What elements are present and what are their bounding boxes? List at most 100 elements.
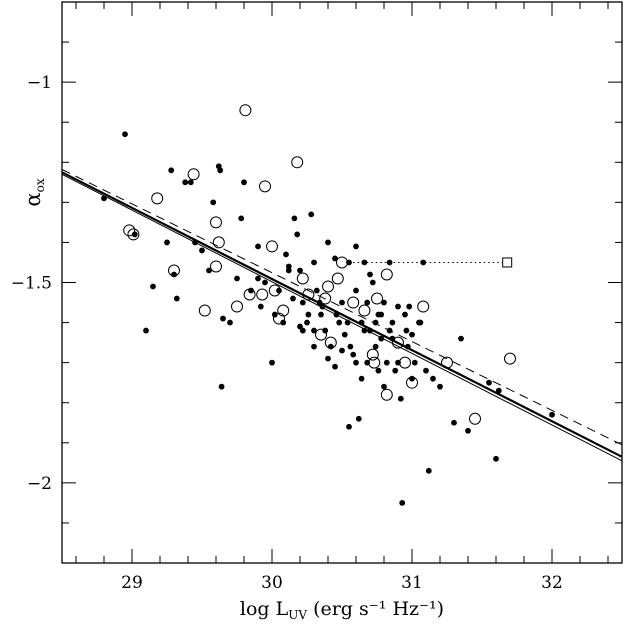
filled-point — [420, 259, 427, 266]
x-tick-label: 29 — [121, 573, 143, 593]
open-point — [469, 412, 481, 425]
filled-point — [369, 279, 376, 286]
open-point — [302, 288, 315, 301]
x-axis-label: log LUV (erg s⁻¹ Hz⁻¹) — [240, 598, 444, 622]
open-point — [256, 288, 269, 301]
filled-point — [150, 283, 156, 290]
plot-frame — [61, 1, 623, 564]
open-point — [380, 388, 393, 401]
open-point — [322, 280, 334, 293]
open-point — [441, 356, 453, 369]
filled-point — [294, 231, 301, 238]
filled-point — [358, 319, 365, 326]
open-point — [151, 192, 164, 205]
filled-point — [285, 267, 292, 274]
filled-point — [210, 199, 217, 206]
filled-point — [332, 363, 338, 370]
filled-point — [375, 367, 382, 374]
filled-point — [353, 243, 359, 250]
filled-point — [411, 359, 418, 366]
open-point — [358, 304, 371, 317]
filled-point — [269, 359, 275, 366]
filled-point — [262, 279, 268, 286]
filled-point — [392, 367, 399, 374]
filled-point — [192, 239, 198, 246]
filled-point — [164, 239, 170, 246]
filled-point — [206, 267, 212, 274]
filled-point — [395, 303, 401, 310]
open-point — [380, 268, 393, 281]
open-point — [168, 264, 180, 277]
filled-point — [493, 455, 499, 462]
filled-point — [372, 343, 379, 350]
filled-point — [220, 315, 226, 322]
open-point — [198, 304, 211, 317]
filled-point — [325, 239, 331, 246]
filled-point — [311, 343, 317, 350]
open-point — [296, 272, 309, 285]
filled-point — [350, 351, 357, 358]
filled-point — [355, 415, 362, 422]
open-point — [123, 224, 136, 237]
filled-point — [173, 295, 180, 302]
filled-point — [290, 295, 296, 302]
filled-point — [381, 383, 387, 390]
filled-point — [199, 247, 205, 254]
filled-point — [361, 259, 368, 266]
open-point — [210, 260, 222, 273]
y-tick-label: −1.5 — [11, 274, 52, 294]
filled-point — [378, 335, 385, 342]
fit-line-dashed — [61, 169, 623, 446]
open-point — [259, 180, 271, 193]
filled-point — [308, 211, 315, 218]
x-tick-label: 32 — [541, 573, 563, 593]
filled-point — [217, 167, 224, 174]
filled-point — [383, 359, 390, 366]
filled-point — [367, 327, 373, 334]
open-point — [315, 328, 327, 341]
y-tick-label: −2 — [27, 474, 52, 494]
filled-point — [325, 355, 331, 362]
fit-line-solid-thick — [61, 171, 623, 458]
filled-point — [364, 299, 371, 306]
filled-point — [451, 419, 457, 426]
open-point — [336, 256, 348, 269]
filled-point — [397, 395, 404, 402]
filled-point — [182, 179, 189, 186]
filled-point — [549, 411, 555, 418]
filled-point — [465, 427, 471, 434]
filled-point — [318, 311, 324, 318]
filled-point — [332, 255, 338, 262]
filled-point — [101, 195, 107, 202]
tick-labels: 29 30 31 32 −1 −1.5 −2 — [11, 73, 563, 593]
x-tick-label: 30 — [261, 573, 283, 593]
open-point — [371, 292, 383, 305]
filled-point — [339, 299, 345, 306]
filled-point — [238, 215, 245, 222]
filled-point — [378, 311, 385, 318]
filled-point — [361, 327, 368, 334]
filled-point — [313, 287, 320, 294]
open-point — [324, 336, 337, 349]
filled-point — [327, 343, 334, 350]
open-point — [399, 356, 411, 369]
filled-point — [304, 319, 310, 326]
filled-point — [305, 311, 312, 318]
open-point — [366, 348, 379, 361]
filled-point — [409, 331, 415, 338]
filled-point — [423, 367, 429, 374]
filled-point — [430, 375, 436, 382]
y-tick-label: −1 — [27, 73, 52, 93]
filled-point — [389, 319, 396, 326]
filled-point — [353, 359, 359, 366]
filled-point — [372, 319, 379, 326]
open-point — [291, 156, 304, 169]
open-point — [347, 296, 360, 309]
filled-point — [241, 179, 247, 186]
filled-point — [171, 271, 177, 278]
axis-ticks — [62, 1, 622, 564]
open-point — [319, 292, 332, 305]
open-point — [266, 240, 278, 253]
open-point — [504, 352, 516, 365]
filled-point — [403, 327, 410, 334]
